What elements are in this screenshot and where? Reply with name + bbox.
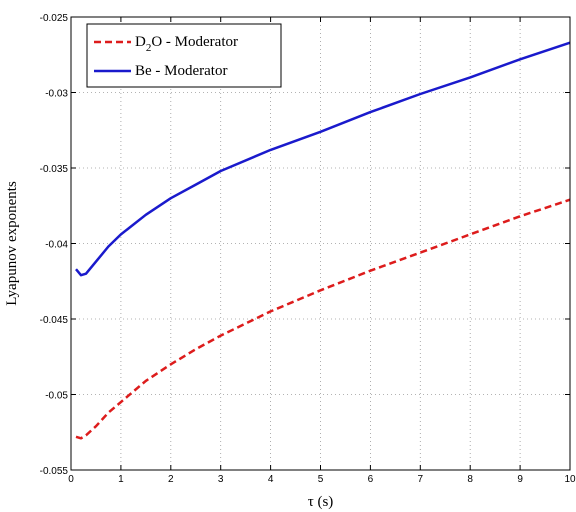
x-tick-label: 9 — [517, 474, 523, 485]
series-line-d2o — [75, 198, 571, 440]
y-tick-label: -0.045 — [40, 315, 69, 326]
x-tick-labels: 0 1 2 3 4 5 6 7 8 9 10 — [68, 474, 576, 485]
legend-box — [86, 23, 282, 88]
y-tick-label: -0.035 — [40, 164, 69, 175]
x-tick-label: 1 — [118, 474, 124, 485]
legend-entry-d2o: D2O - Moderator — [135, 34, 238, 54]
x-tick-label: 8 — [467, 474, 473, 485]
y-tick-label: -0.04 — [45, 240, 68, 251]
x-tick-label: 3 — [218, 474, 224, 485]
x-tick-label: 7 — [418, 474, 424, 485]
legend-entry-be: Be - Moderator — [135, 63, 227, 79]
y-axis-label: Lyapunov exponents — [4, 181, 20, 306]
x-tick-label: 5 — [318, 474, 324, 485]
y-tick-label: -0.05 — [45, 391, 68, 402]
tick-marks — [70, 16, 571, 471]
legend-entry-be-main: Be - Moderator — [135, 63, 227, 79]
x-tick-label: 6 — [368, 474, 374, 485]
y-tick-labels: -0.055 -0.05 -0.045 -0.04 -0.035 -0.03 -0.025 — [40, 13, 69, 477]
x-tick-label: 10 — [564, 474, 576, 485]
legend-entry-d2o-main: D — [135, 34, 146, 50]
x-tick-label: 2 — [168, 474, 174, 485]
y-tick-label: -0.025 — [40, 13, 69, 24]
y-tick-label: -0.03 — [45, 89, 68, 100]
series-lines — [75, 41, 571, 440]
x-tick-label: 0 — [68, 474, 74, 485]
x-axis-label: τ (s) — [308, 494, 334, 510]
legend-entry-d2o-rest: O - Moderator — [151, 34, 238, 50]
x-tick-label: 4 — [268, 474, 274, 485]
legend-entry-d2o-subscript: 2 — [146, 42, 152, 54]
legend: D2O - Moderator Be - Moderator — [86, 23, 282, 88]
series-line-be — [75, 41, 571, 277]
y-tick-label: -0.055 — [40, 466, 69, 477]
